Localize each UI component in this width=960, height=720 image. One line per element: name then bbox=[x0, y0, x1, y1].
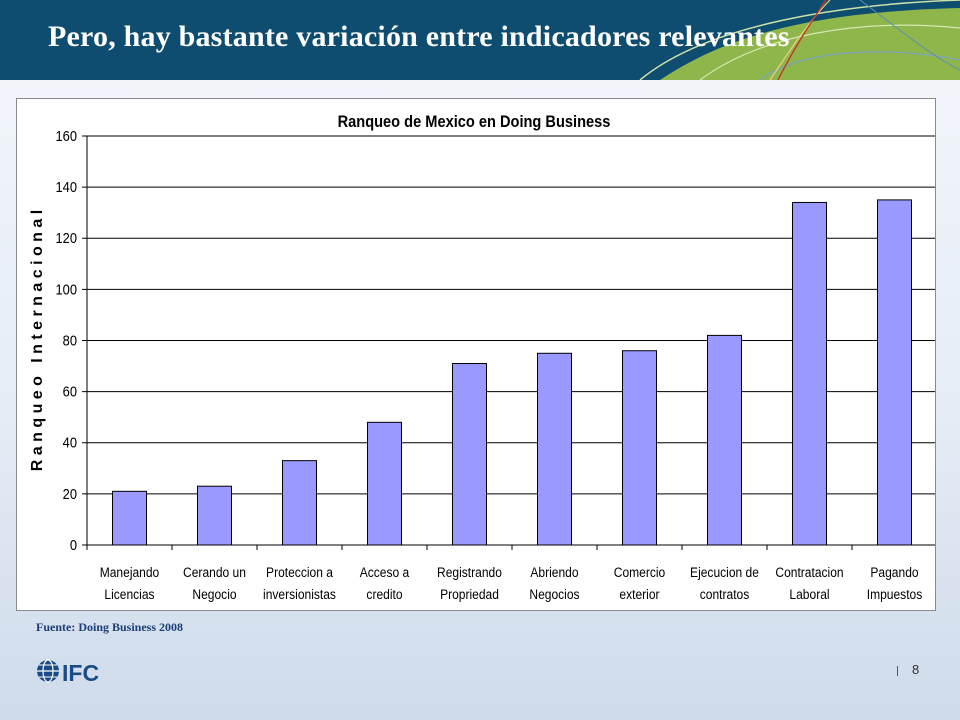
x-tick-label: Propriedad bbox=[440, 586, 499, 602]
x-tick-label: Pagando bbox=[870, 564, 918, 580]
y-tick-label: 100 bbox=[56, 280, 78, 297]
x-tick-label: Manejando bbox=[100, 564, 160, 580]
y-tick-label: 40 bbox=[63, 434, 78, 451]
y-tick-labels: 0 20 40 60 80 100 120 140 160 bbox=[56, 127, 78, 553]
bar bbox=[197, 485, 232, 546]
y-tick-label: 0 bbox=[70, 536, 77, 553]
x-tick-label: Comercio bbox=[614, 564, 665, 580]
x-tick-labels: Manejando Licencias Cerando un Negocio Prote… bbox=[86, 545, 938, 602]
bar bbox=[792, 201, 827, 546]
bar bbox=[112, 490, 147, 546]
y-tick-label: 20 bbox=[63, 485, 78, 502]
x-tick-label: Impuestos bbox=[867, 586, 923, 602]
x-tick-label: exterior bbox=[619, 586, 660, 602]
source-note: Fuente: Doing Business 2008 bbox=[36, 620, 184, 634]
x-tick-label: Contratacion bbox=[775, 564, 843, 580]
x-tick-label: Registrando bbox=[437, 564, 502, 580]
bar bbox=[367, 421, 402, 546]
y-tick-label: 60 bbox=[63, 383, 78, 400]
x-tick-label: Ejecucion de bbox=[690, 564, 759, 580]
chart-title: Ranqueo de Mexico en Doing Business bbox=[338, 113, 611, 131]
slide-header: Pero, hay bastante variación entre indic… bbox=[0, 0, 960, 80]
bar bbox=[877, 199, 912, 546]
x-tick-label: credito bbox=[366, 586, 402, 602]
globe-icon bbox=[37, 659, 59, 683]
ifc-logo: IFC bbox=[37, 659, 99, 686]
page-number-divider bbox=[897, 666, 898, 676]
x-tick-label: Negocios bbox=[529, 586, 580, 602]
slide-title: Pero, hay bastante variación entre indic… bbox=[48, 20, 790, 53]
y-tick-label: 160 bbox=[56, 127, 78, 144]
bar bbox=[282, 460, 317, 546]
x-tick-label: Negocio bbox=[192, 586, 236, 602]
page-number: 8 bbox=[912, 662, 920, 677]
y-axis-title: R a n q u e o I n t e r n a c i o n a l bbox=[29, 210, 46, 471]
bars bbox=[112, 199, 912, 546]
logo-text: IFC bbox=[62, 660, 99, 686]
y-tick-label: 140 bbox=[56, 178, 78, 195]
bar-chart: 0 20 40 60 80 100 120 140 160 Manejando Licencias… bbox=[29, 113, 938, 602]
bar bbox=[537, 352, 572, 546]
x-tick-label: inversionistas bbox=[263, 586, 336, 602]
bar bbox=[707, 334, 742, 546]
x-tick-label: Proteccion a bbox=[266, 564, 334, 580]
chart-container: 0 20 40 60 80 100 120 140 160 Manejando Licencias… bbox=[16, 98, 938, 611]
x-tick-label: Abriendo bbox=[530, 564, 578, 580]
bar bbox=[622, 350, 657, 546]
bar bbox=[452, 363, 487, 546]
x-tick-label: Acceso a bbox=[360, 564, 410, 580]
y-tick-label: 120 bbox=[56, 229, 78, 246]
x-tick-label: contratos bbox=[700, 586, 750, 602]
header-decoration bbox=[639, 0, 960, 80]
y-tick-label: 80 bbox=[63, 332, 78, 349]
x-tick-label: Cerando un bbox=[183, 564, 246, 580]
x-tick-label: Laboral bbox=[789, 586, 829, 602]
x-tick-label: Licencias bbox=[104, 586, 155, 602]
